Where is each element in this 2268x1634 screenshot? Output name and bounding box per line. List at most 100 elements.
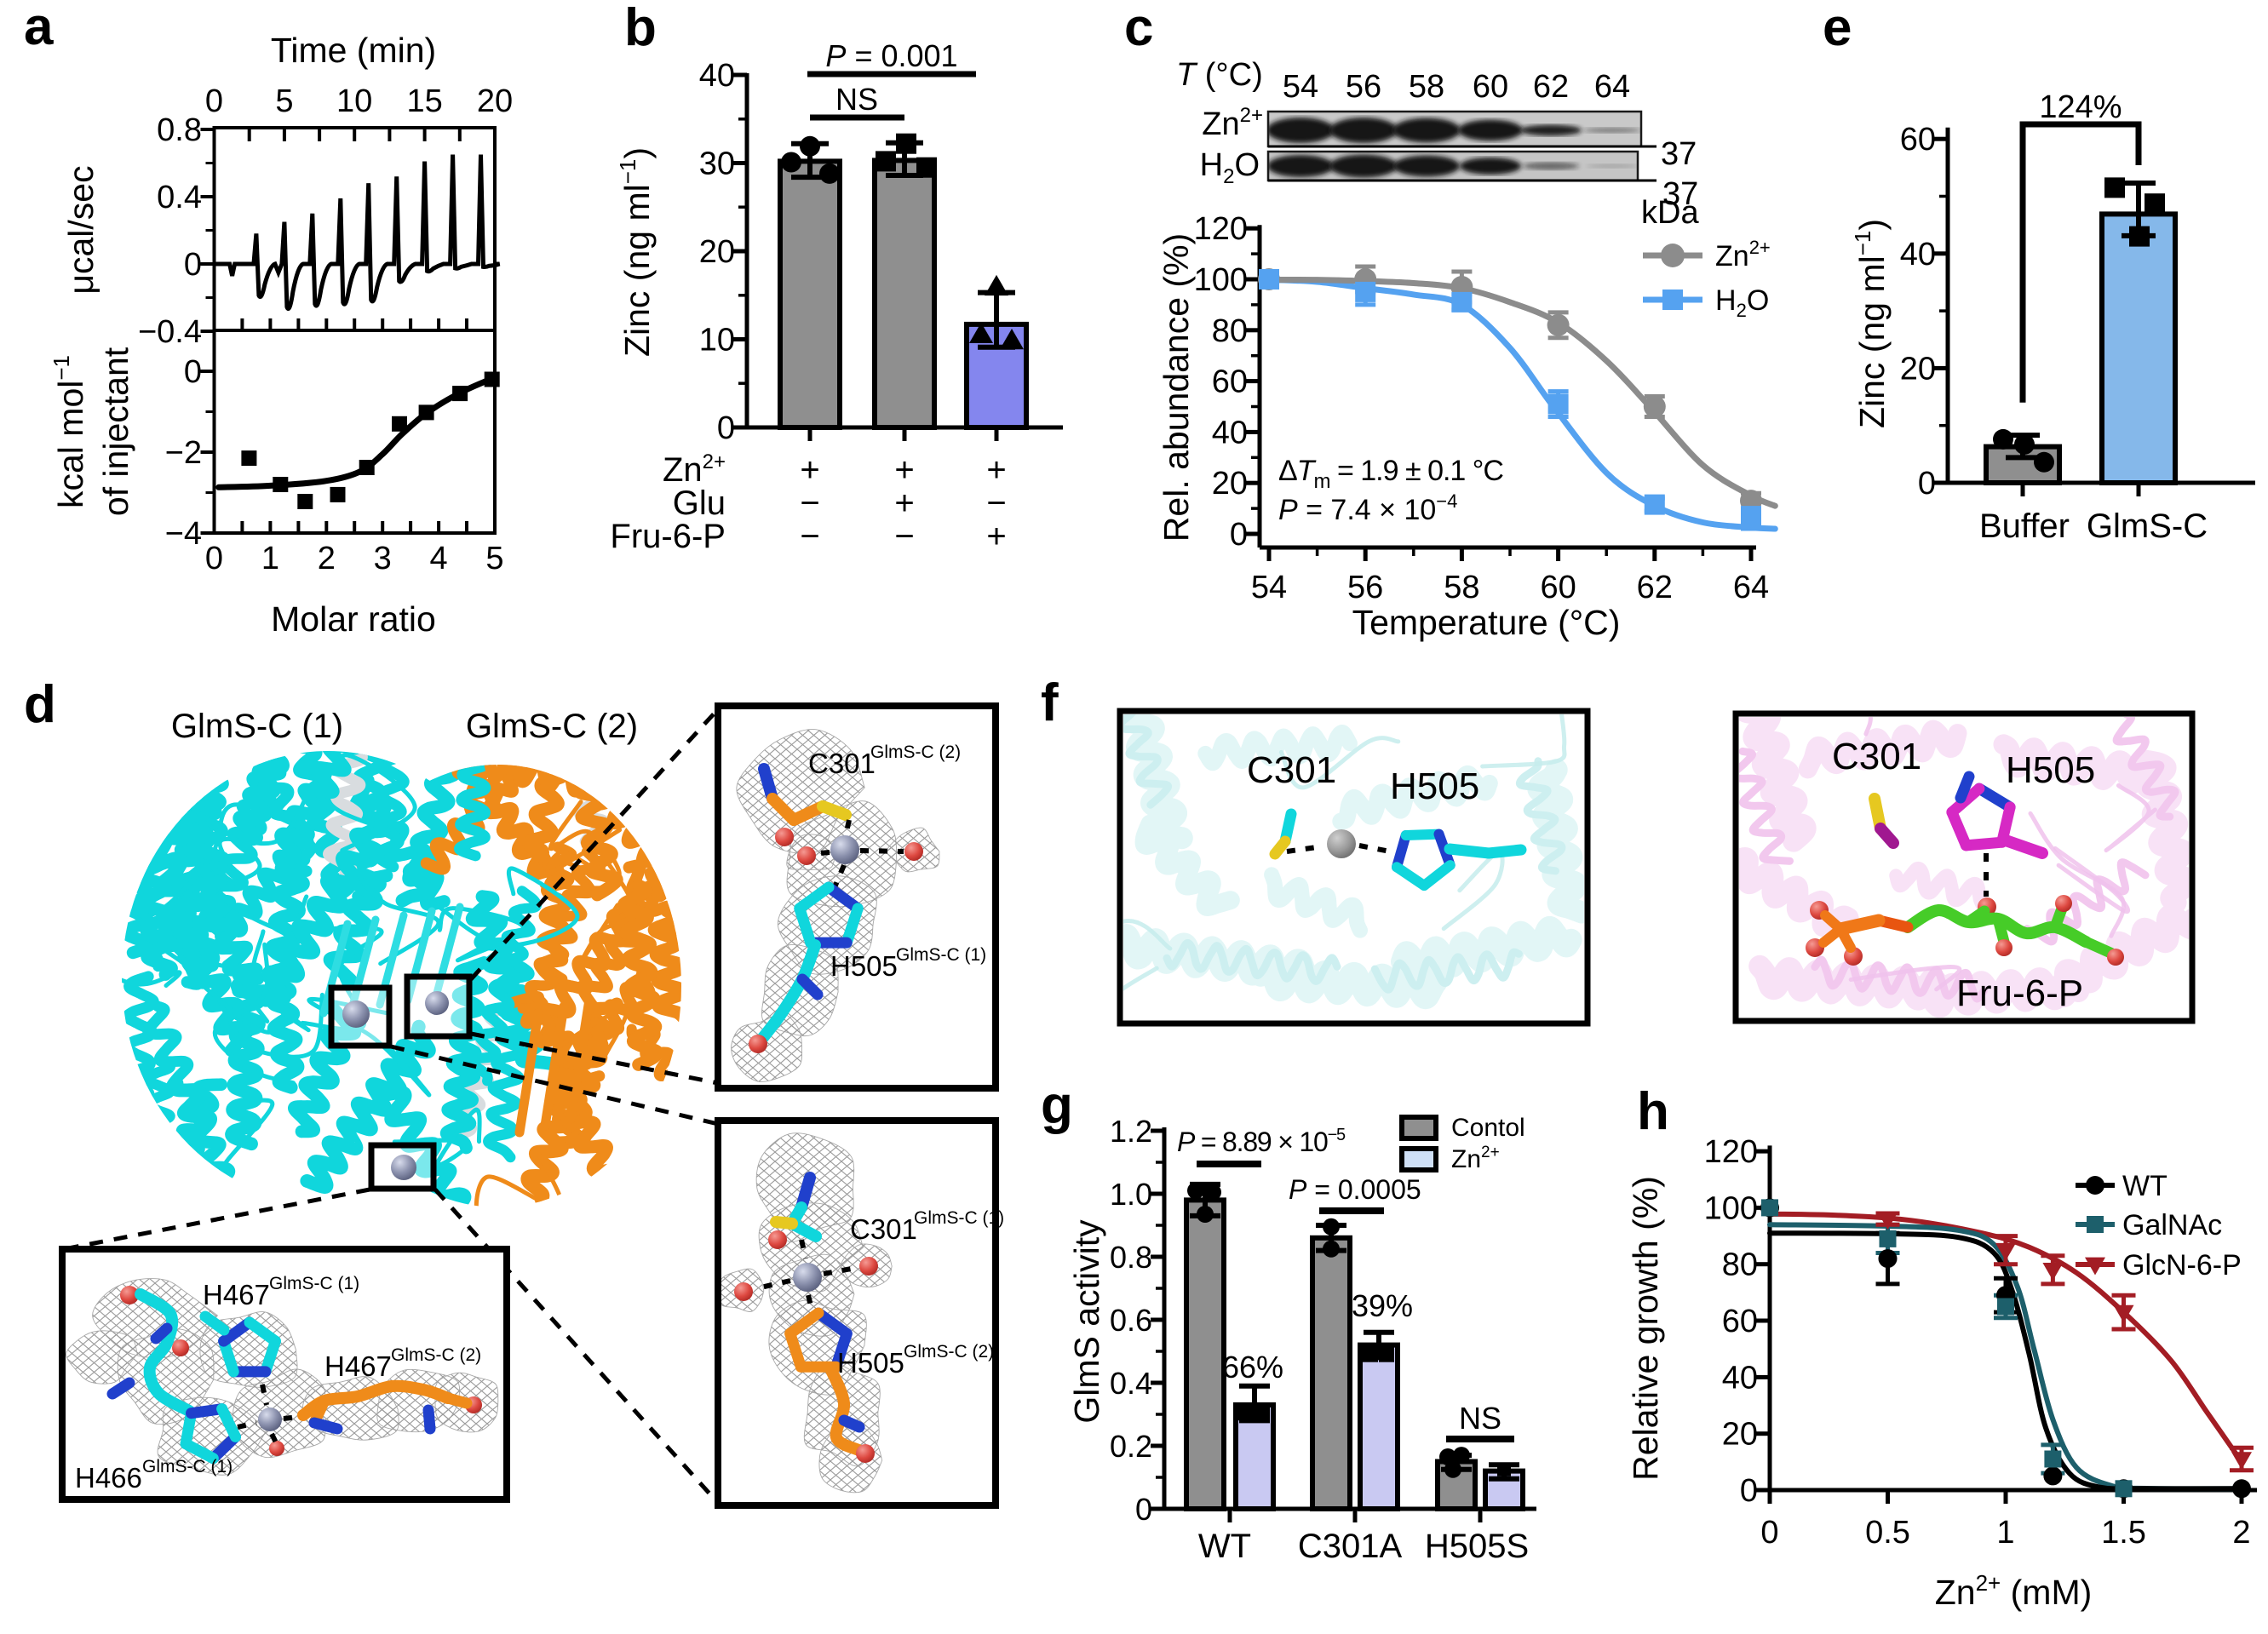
svg-text:20: 20: [1212, 466, 1248, 502]
svg-text:e: e: [1823, 0, 1852, 57]
svg-text:30: 30: [699, 146, 735, 182]
svg-text:Rel. abundance (%): Rel. abundance (%): [1157, 233, 1196, 542]
svg-text:−: −: [800, 518, 819, 555]
svg-text:H466: H466: [75, 1462, 142, 1494]
svg-text:40: 40: [699, 58, 735, 94]
svg-text:H505: H505: [1390, 765, 1479, 807]
svg-text:2: 2: [2232, 1515, 2250, 1551]
svg-text:of injectant: of injectant: [96, 347, 135, 516]
svg-text:+: +: [800, 451, 819, 489]
svg-text:ΔTm = 1.9 ± 0.1 °C: ΔTm = 1.9 ± 0.1 °C: [1278, 455, 1503, 493]
svg-text:0: 0: [717, 410, 735, 446]
svg-text:GlmS-C (1): GlmS-C (1): [914, 1208, 1004, 1228]
svg-text:Zn2+​: Zn2+​: [1451, 1144, 1500, 1173]
svg-text:C301: C301: [1247, 749, 1336, 791]
svg-text:3: 3: [374, 541, 392, 576]
svg-text:80: 80: [1722, 1247, 1758, 1283]
svg-text:0.8: 0.8: [1110, 1240, 1152, 1275]
svg-text:80: 80: [1212, 313, 1248, 349]
svg-text:58: 58: [1409, 69, 1444, 105]
svg-text:GlmS-C (1): GlmS-C (1): [269, 1274, 359, 1293]
svg-text:P = 7.4 × 10−4​: P = 7.4 × 10−4​: [1278, 490, 1457, 526]
svg-text:C301: C301: [808, 748, 876, 779]
svg-text:56: 56: [1347, 570, 1383, 605]
svg-text:60: 60: [1540, 570, 1576, 605]
svg-text:20: 20: [1722, 1417, 1758, 1453]
svg-text:H2O: H2O: [1200, 147, 1260, 188]
svg-text:f: f: [1041, 674, 1059, 732]
svg-text:10: 10: [699, 323, 735, 358]
svg-text:40: 40: [1722, 1360, 1758, 1396]
svg-text:kDa: kDa: [1641, 195, 1699, 231]
svg-text:H467: H467: [203, 1279, 270, 1310]
svg-text:56: 56: [1346, 69, 1381, 105]
svg-text:5: 5: [275, 83, 293, 119]
svg-text:H467: H467: [324, 1350, 392, 1382]
svg-text:GlmS-C (1): GlmS-C (1): [896, 945, 986, 965]
svg-text:GlcN-6-P: GlcN-6-P: [2122, 1249, 2242, 1281]
svg-text:1: 1: [261, 541, 279, 576]
svg-text:C301A: C301A: [1298, 1528, 1403, 1565]
svg-text:40: 40: [1212, 415, 1248, 450]
svg-text:H505: H505: [837, 1347, 904, 1379]
svg-text:0: 0: [1918, 466, 1936, 502]
svg-text:Temperature (°C): Temperature (°C): [1352, 603, 1621, 642]
svg-text:0.5: 0.5: [1865, 1515, 1910, 1551]
svg-text:62: 62: [1533, 69, 1569, 105]
svg-text:0: 0: [205, 541, 223, 576]
svg-text:P = 8.89 × 10−5​: P = 8.89 × 10−5​: [1177, 1126, 1346, 1157]
svg-text:GalNAc: GalNAc: [2122, 1209, 2222, 1241]
svg-text:−: −: [986, 484, 1006, 522]
svg-text:−0.4: −0.4: [138, 314, 202, 350]
svg-text:64: 64: [1733, 570, 1769, 605]
svg-text:H505: H505: [2006, 749, 2095, 791]
svg-text:54: 54: [1283, 69, 1318, 105]
svg-text:GlmS-C (1): GlmS-C (1): [171, 708, 343, 745]
svg-text:GlmS-C (2): GlmS-C (2): [466, 708, 638, 745]
svg-text:0.6: 0.6: [1110, 1303, 1152, 1338]
svg-text:20: 20: [1900, 351, 1936, 387]
svg-text:GlmS-C (2): GlmS-C (2): [870, 742, 961, 762]
svg-text:1.0: 1.0: [1110, 1177, 1152, 1212]
svg-text:10: 10: [336, 83, 372, 119]
svg-text:0.4: 0.4: [1110, 1366, 1152, 1401]
svg-text:58: 58: [1444, 570, 1479, 605]
svg-text:0.8: 0.8: [157, 112, 202, 148]
svg-text:1: 1: [1996, 1515, 2014, 1551]
svg-text:1.5: 1.5: [2101, 1515, 2146, 1551]
svg-text:WT: WT: [2122, 1170, 2168, 1202]
svg-text:Glu: Glu: [673, 484, 726, 522]
svg-text:60: 60: [1212, 364, 1248, 400]
svg-text:Buffer: Buffer: [1979, 507, 2070, 545]
svg-text:1.2: 1.2: [1110, 1114, 1152, 1149]
svg-text:WT: WT: [1198, 1528, 1251, 1565]
svg-text:37: 37: [1662, 176, 1698, 212]
svg-text:NS: NS: [835, 82, 878, 117]
svg-text:60: 60: [1473, 69, 1508, 105]
svg-text:+: +: [986, 518, 1006, 555]
svg-text:64: 64: [1594, 69, 1630, 105]
svg-text:h: h: [1637, 1082, 1669, 1141]
svg-text:2: 2: [318, 541, 336, 576]
svg-text:100: 100: [1704, 1190, 1758, 1226]
svg-text:+: +: [894, 484, 914, 522]
svg-text:0: 0: [1135, 1492, 1152, 1527]
svg-text:NS: NS: [1459, 1401, 1501, 1436]
svg-text:120: 120: [1704, 1134, 1758, 1170]
svg-text:−: −: [800, 484, 819, 522]
svg-text:−4: −4: [165, 516, 202, 552]
svg-text:62: 62: [1637, 570, 1673, 605]
svg-text:4: 4: [430, 541, 448, 576]
svg-text:+: +: [986, 451, 1006, 489]
svg-text:GlmS-C (1): GlmS-C (1): [142, 1457, 233, 1476]
svg-text:Molar ratio: Molar ratio: [271, 599, 436, 639]
svg-text:0.4: 0.4: [157, 180, 202, 215]
svg-text:μcal/sec: μcal/sec: [61, 165, 100, 294]
svg-text:−: −: [894, 518, 914, 555]
svg-text:60: 60: [1722, 1304, 1758, 1339]
svg-text:37: 37: [1661, 136, 1697, 172]
svg-text:0: 0: [184, 247, 202, 283]
svg-text:Fru-6-P: Fru-6-P: [1956, 972, 2083, 1014]
svg-text:54: 54: [1251, 570, 1287, 605]
svg-text:GlmS activity: GlmS activity: [1067, 1219, 1106, 1424]
